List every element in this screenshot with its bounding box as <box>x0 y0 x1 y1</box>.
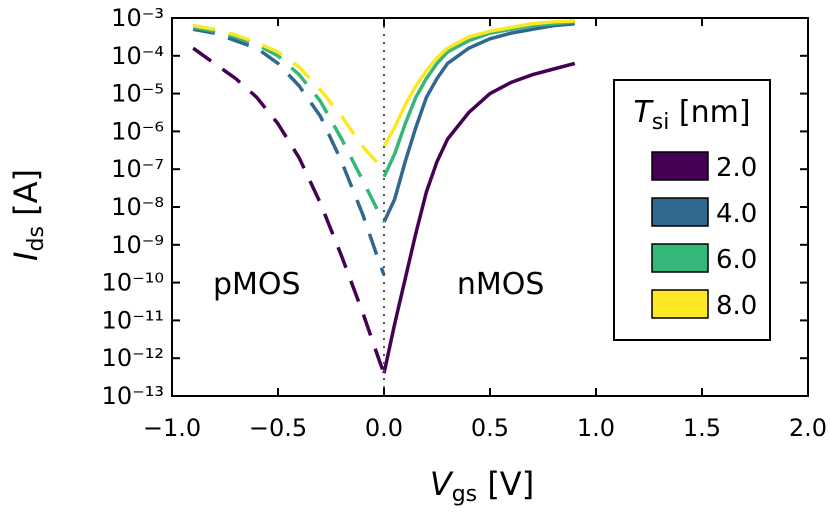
series-line-pmos <box>192 46 386 374</box>
series-layer <box>192 19 576 374</box>
legend-swatch <box>651 289 709 319</box>
y-tick-label: 10⁻⁸ <box>111 193 164 221</box>
x-tick-label: 1.0 <box>577 414 615 442</box>
y-tick-label: 10⁻³ <box>111 4 164 32</box>
legend-title-symbol: T <box>633 95 654 130</box>
x-tick-label: 1.5 <box>683 414 721 442</box>
y-tick-label: 10⁻¹⁰ <box>102 269 164 297</box>
y-tick-label: 10⁻¹² <box>102 344 164 372</box>
x-tick-label: 0.5 <box>471 414 509 442</box>
series-line-nmos <box>382 20 575 178</box>
y-tick-label: 10⁻⁶ <box>111 117 164 145</box>
legend-swatch <box>651 197 709 227</box>
series-line-nmos <box>382 19 575 148</box>
legend-label: 8.0 <box>716 291 757 321</box>
x-axis-label-subscript: gs <box>452 482 477 507</box>
x-axis-label: Vgs [V] <box>430 465 534 507</box>
x-tick-label: −0.5 <box>249 414 307 442</box>
y-axis-label: Ids [A] <box>7 169 49 261</box>
axis-ticks: −1.0 −0.5 0.0 0.5 1.0 1.5 2.0 10⁻¹³ 10⁻¹² 10⁻¹¹ 10… <box>102 4 828 442</box>
y-tick-label: 10⁻¹¹ <box>102 306 164 334</box>
legend-items: 2.0 4.0 6.0 8.0 <box>651 151 757 321</box>
x-axis-label-symbol: V <box>430 465 454 503</box>
series-line-pmos <box>192 27 386 276</box>
legend-title: Tsi [nm] <box>633 95 750 135</box>
x-tick-label: 2.0 <box>789 414 827 442</box>
y-tick-label: 10⁻¹³ <box>102 382 164 410</box>
series-line-nmos <box>382 21 575 223</box>
y-axis-label-unit: [A] <box>7 169 45 226</box>
series-line-pmos <box>192 23 386 171</box>
x-tick-label: 0.0 <box>365 414 403 442</box>
annotation-pmos: pMOS <box>213 267 301 302</box>
series-line-pmos <box>192 25 386 223</box>
legend-label: 2.0 <box>716 153 757 183</box>
legend-swatch <box>651 243 709 273</box>
annotation-nmos: nMOS <box>457 267 545 302</box>
x-axis-label-unit: [V] <box>477 465 534 503</box>
y-tick-label: 10⁻⁹ <box>111 231 164 259</box>
legend-swatch <box>651 151 709 181</box>
series-line-nmos <box>382 61 576 374</box>
y-axis-label-symbol: I <box>7 252 45 261</box>
x-tick-label: −1.0 <box>143 414 201 442</box>
legend-title-subscript: si <box>652 110 670 135</box>
y-axis-label-subscript: ds <box>24 226 49 251</box>
y-tick-label: 10⁻⁴ <box>111 42 164 70</box>
legend: Tsi [nm] 2.0 4.0 6.0 8.0 <box>613 79 771 341</box>
legend-label: 6.0 <box>716 245 757 275</box>
y-tick-label: 10⁻⁷ <box>111 155 164 183</box>
legend-title-unit: [nm] <box>669 95 750 130</box>
y-tick-label: 10⁻⁵ <box>111 80 164 108</box>
legend-label: 4.0 <box>716 199 757 229</box>
